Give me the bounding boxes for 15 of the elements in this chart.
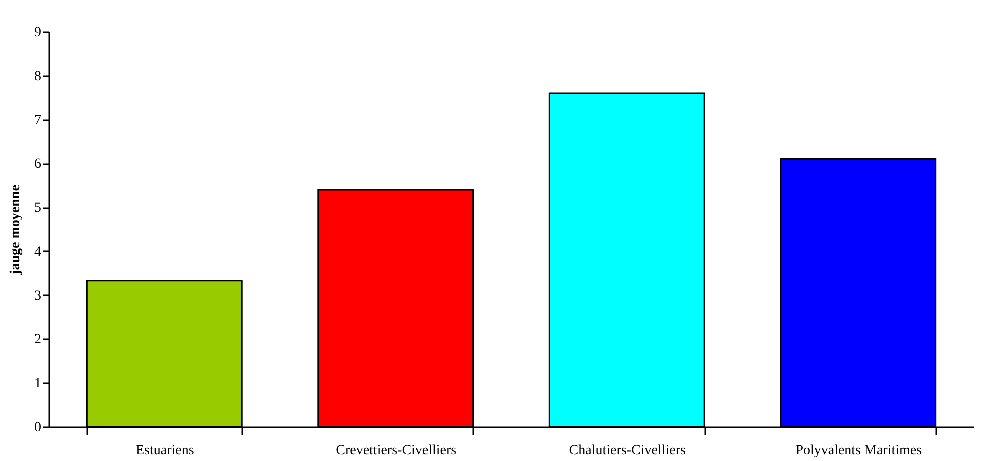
y-axis-title: jauge moyenne <box>8 185 24 276</box>
y-tick-label: 4 <box>34 244 42 260</box>
y-tick-label: 0 <box>34 420 42 436</box>
x-tick-label: Crevettiers-Civelliers <box>336 444 457 458</box>
y-tick-label: 1 <box>34 376 42 392</box>
x-tick-label: Polyvalents Maritimes <box>796 444 922 458</box>
x-tick-label: Chalutiers-Civelliers <box>569 444 686 458</box>
y-tick-label: 5 <box>34 201 42 216</box>
y-tick-label: 9 <box>34 26 42 40</box>
y-tick-label: 7 <box>34 113 42 128</box>
y-tick-label: 6 <box>34 157 42 172</box>
y-tick-label: 3 <box>34 288 42 304</box>
y-tick-label: 2 <box>34 332 42 348</box>
x-tick-label: Estuariens <box>136 444 194 458</box>
y-tick-label: 8 <box>34 69 42 84</box>
